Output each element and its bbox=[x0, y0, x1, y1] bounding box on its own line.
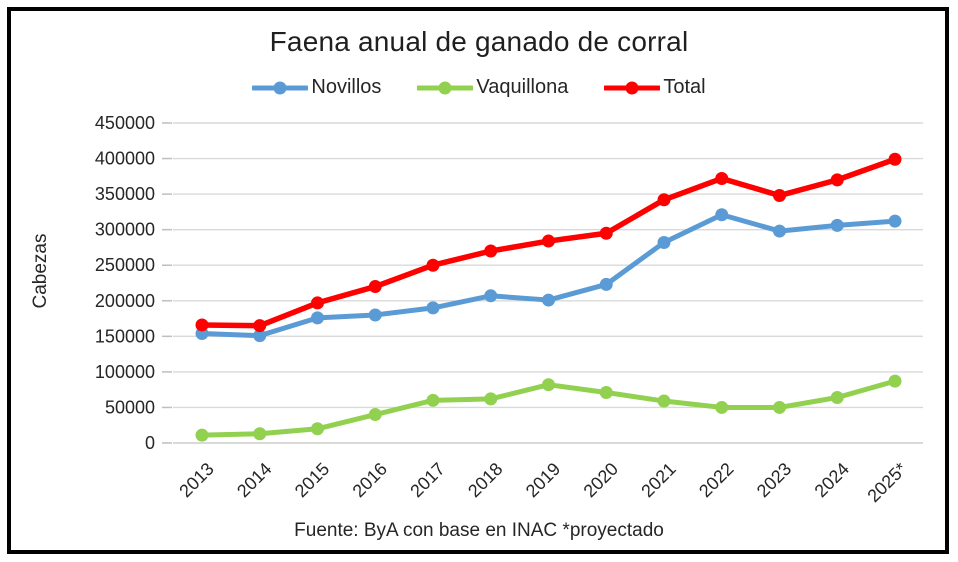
x-tick-label: 2016 bbox=[349, 459, 391, 501]
data-point-vaquillona-2018 bbox=[484, 392, 498, 406]
chart-title: Faena anual de ganado de corral bbox=[269, 26, 689, 57]
legend-marker-novillos bbox=[252, 81, 309, 94]
data-point-vaquillona-2021 bbox=[657, 394, 671, 408]
y-tick-label: 100000 bbox=[95, 362, 155, 382]
data-point-total-2024 bbox=[830, 173, 844, 187]
data-point-novillos-2022 bbox=[715, 208, 729, 222]
source-note: Fuente: ByA con base en INAC *proyectado bbox=[294, 520, 664, 541]
data-point-vaquillona-2019 bbox=[542, 378, 555, 392]
data-point-novillos-2021 bbox=[657, 235, 671, 249]
data-point-total-2013 bbox=[195, 318, 209, 332]
legend-item-vaquillona: Vaquillona bbox=[417, 76, 568, 99]
data-point-vaquillona-2013 bbox=[195, 428, 209, 442]
y-tick-label: 250000 bbox=[95, 255, 155, 275]
x-tick-label: 2023 bbox=[753, 459, 795, 501]
x-tick-label: 2020 bbox=[580, 459, 622, 501]
data-point-total-2019 bbox=[542, 234, 555, 248]
legend-item-total: Total bbox=[604, 76, 706, 99]
data-point-vaquillona-2017 bbox=[426, 393, 440, 407]
data-point-novillos-2019 bbox=[542, 293, 555, 307]
x-tick-label: 2017 bbox=[406, 459, 448, 501]
data-point-total-2023 bbox=[773, 189, 786, 203]
data-point-novillos-2017 bbox=[426, 301, 440, 315]
legend-marker-vaquillona bbox=[417, 81, 474, 94]
data-point-novillos-2014 bbox=[253, 329, 267, 343]
legend-item-novillos: Novillos bbox=[252, 76, 381, 99]
data-point-novillos-2023 bbox=[773, 224, 786, 238]
x-tick-label: 2025* bbox=[863, 459, 910, 506]
data-point-vaquillona-2023 bbox=[773, 400, 786, 414]
chart-frame-border bbox=[7, 7, 949, 554]
x-tick-label: 2021 bbox=[637, 459, 679, 501]
data-point-vaquillona-2016 bbox=[368, 408, 382, 422]
data-point-novillos-2018 bbox=[484, 289, 498, 303]
y-tick-label: 350000 bbox=[95, 184, 155, 204]
x-tick-label: 2015 bbox=[291, 459, 333, 501]
series-line-novillos bbox=[199, 212, 898, 339]
y-tick-label: 200000 bbox=[95, 291, 155, 311]
y-tick-label: 0 bbox=[145, 433, 155, 453]
legend-label-novillos: Novillos bbox=[311, 76, 382, 98]
y-tick-label: 150000 bbox=[95, 326, 155, 346]
y-tick-label: 300000 bbox=[95, 220, 155, 240]
data-point-total-2017 bbox=[426, 258, 440, 272]
data-point-novillos-2016 bbox=[368, 308, 382, 322]
y-tick-label: 450000 bbox=[95, 113, 155, 133]
data-point-vaquillona-2022 bbox=[715, 400, 729, 414]
data-point-total-2025* bbox=[888, 152, 902, 166]
y-tick-label: 50000 bbox=[105, 397, 155, 417]
x-tick-label: 2022 bbox=[695, 459, 737, 501]
data-point-total-2022 bbox=[715, 171, 729, 185]
data-point-total-2021 bbox=[657, 193, 671, 207]
x-tick-label: 2019 bbox=[522, 459, 564, 501]
data-point-total-2014 bbox=[253, 319, 267, 333]
y-tick-label: 400000 bbox=[95, 149, 155, 169]
legend-label-total: Total bbox=[663, 76, 706, 98]
legend-label-vaquillona: Vaquillona bbox=[476, 76, 569, 98]
data-point-vaquillona-2024 bbox=[830, 390, 844, 404]
chart-legend: Novillos Vaquillona Total bbox=[0, 76, 958, 99]
data-point-vaquillona-2020 bbox=[599, 386, 613, 400]
data-point-novillos-2015 bbox=[311, 311, 324, 325]
data-point-total-2018 bbox=[484, 244, 498, 258]
data-point-novillos-2025* bbox=[888, 214, 902, 228]
data-point-novillos-2024 bbox=[830, 218, 844, 232]
x-tick-label: 2024 bbox=[811, 459, 853, 501]
data-point-total-2015 bbox=[311, 296, 324, 310]
legend-marker-total bbox=[604, 81, 661, 94]
x-tick-label: 2013 bbox=[175, 459, 217, 501]
x-tick-label: 2014 bbox=[233, 459, 275, 501]
data-point-total-2020 bbox=[599, 226, 613, 240]
x-tick-label: 2018 bbox=[464, 459, 506, 501]
data-point-vaquillona-2025* bbox=[888, 374, 902, 388]
data-point-total-2016 bbox=[368, 280, 382, 294]
data-point-vaquillona-2015 bbox=[311, 422, 324, 436]
data-point-novillos-2020 bbox=[599, 277, 613, 291]
data-point-vaquillona-2014 bbox=[253, 427, 267, 441]
